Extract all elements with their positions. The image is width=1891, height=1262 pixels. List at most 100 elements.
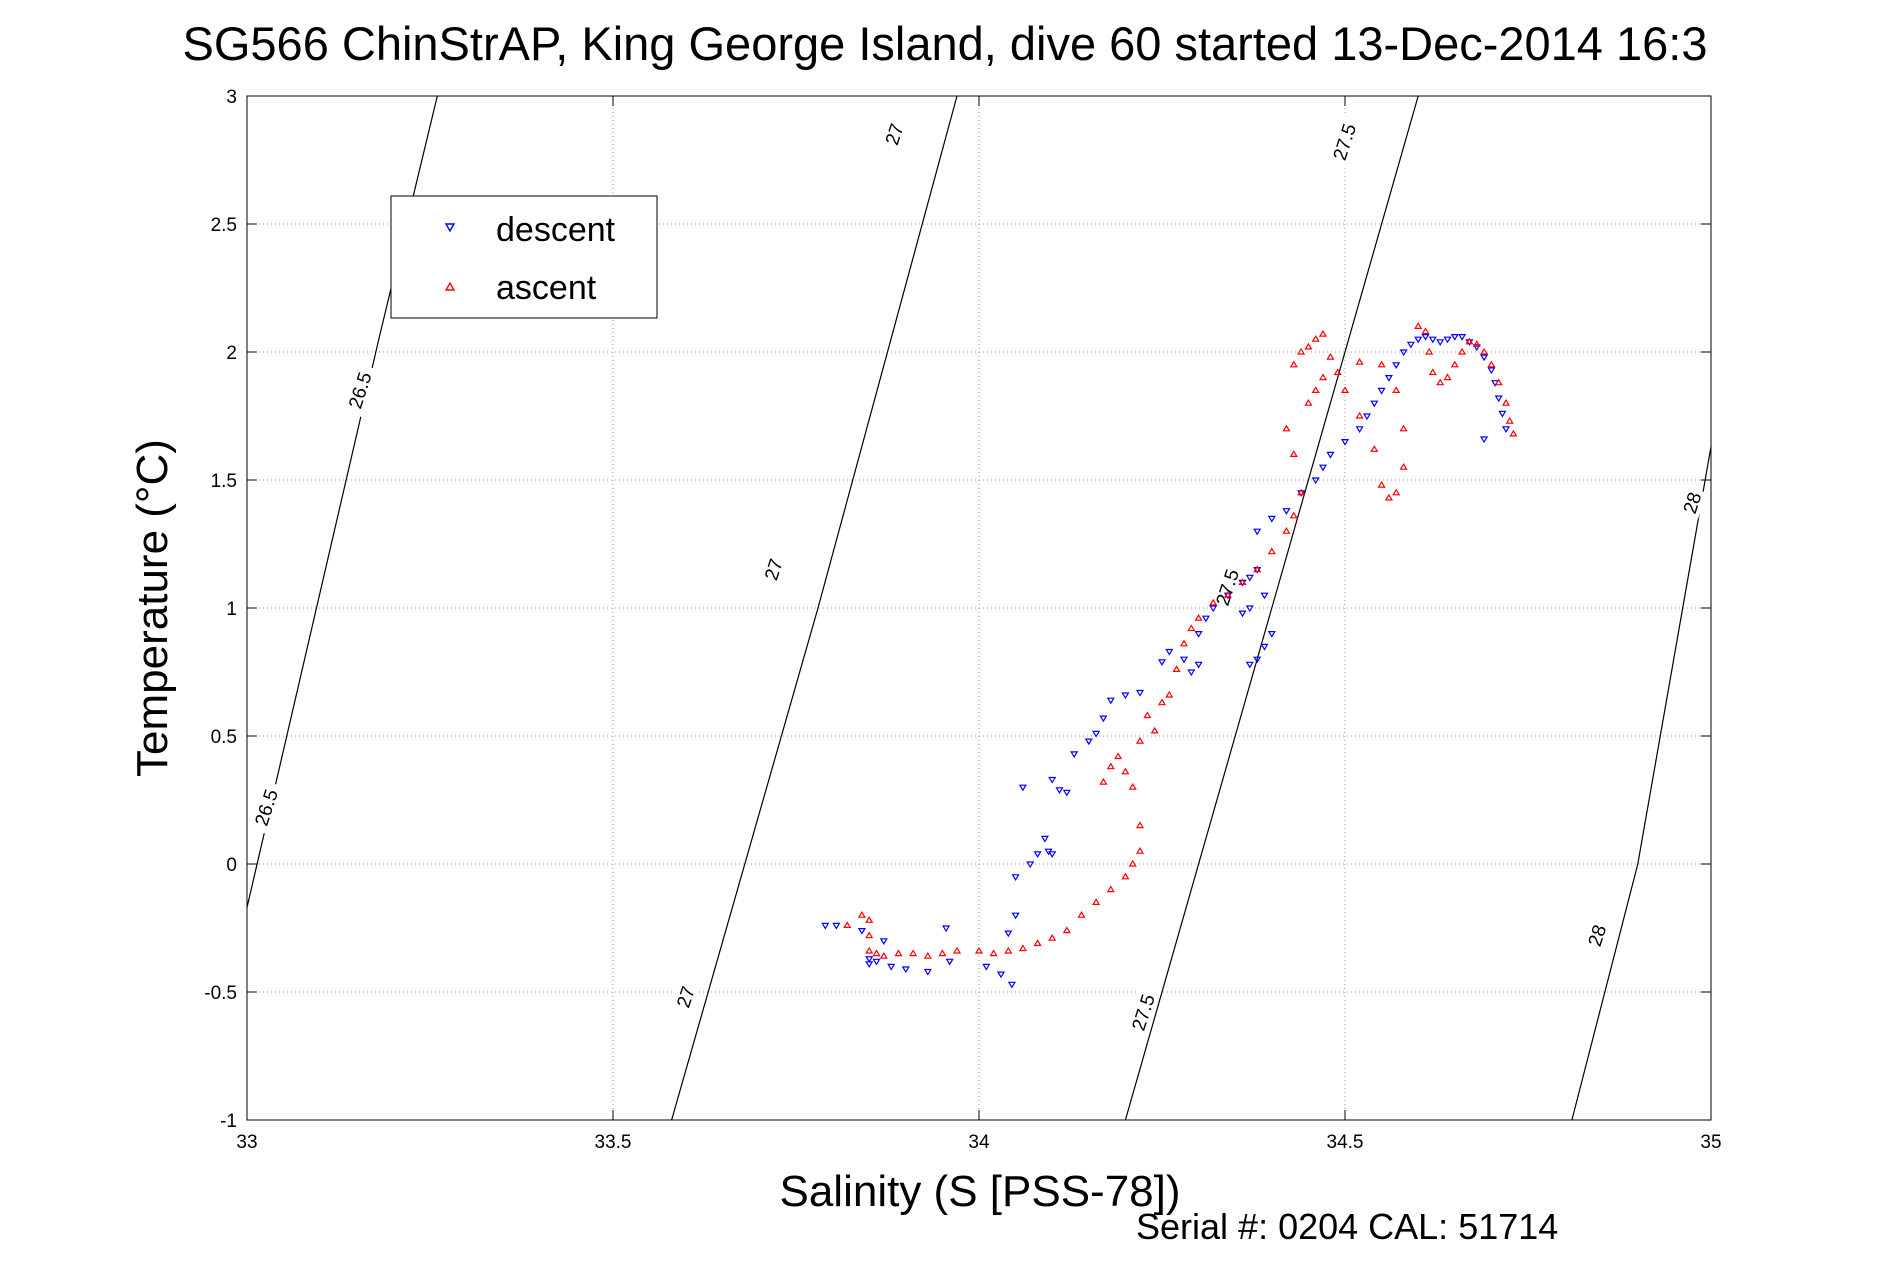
descent-point — [1399, 349, 1408, 357]
ascent-point — [1414, 322, 1423, 329]
descent-point — [1011, 912, 1020, 920]
legend-label-ascent: ascent — [496, 269, 597, 307]
ascent-point — [1377, 480, 1386, 488]
descent-point — [1480, 436, 1489, 444]
ascent-point — [1121, 767, 1130, 775]
isopycnal-line-26.5 — [246, 95, 438, 908]
descent-point — [1253, 528, 1262, 536]
ascent-point — [1392, 488, 1401, 496]
descent-point — [865, 961, 874, 968]
ascent-point — [1253, 565, 1262, 573]
descent-point — [1194, 630, 1203, 638]
isopycnal-label: 27.5 — [1325, 114, 1363, 169]
ascent-point — [1289, 360, 1298, 368]
ascent-point — [952, 946, 962, 954]
isopycnal-label-text: 26.5 — [345, 370, 376, 412]
ascent-point — [1355, 411, 1364, 419]
ascent-point — [865, 931, 874, 939]
ascent-point — [1421, 327, 1430, 335]
descent-point — [887, 963, 896, 971]
ascent-point — [1209, 598, 1218, 606]
descent-point — [1092, 730, 1101, 738]
descent-point — [1238, 610, 1247, 618]
isopycnal-line-28 — [1571, 446, 1712, 1121]
y-tick-label: 0.5 — [211, 727, 237, 748]
ascent-point — [1340, 386, 1350, 393]
y-tick-label: 1 — [226, 599, 237, 620]
ascent-point — [1450, 360, 1459, 368]
descent-point — [1472, 344, 1481, 352]
ascent-point — [1282, 424, 1291, 432]
ascent-point — [1033, 939, 1042, 947]
isopycnal-label: 26.5 — [247, 780, 285, 835]
descent-point — [1450, 334, 1459, 341]
isopycnal-label-bg — [670, 980, 701, 1014]
descent-point — [942, 925, 951, 933]
descent-point — [1392, 362, 1401, 369]
isopycnal-label-bg — [879, 117, 909, 151]
ascent-point — [1399, 424, 1408, 432]
ascent-point — [1487, 360, 1496, 368]
descent-point — [1414, 336, 1423, 344]
descent-point — [1099, 715, 1108, 723]
descent-point — [1498, 410, 1507, 418]
ascent-point — [843, 921, 852, 929]
descent-point — [923, 968, 932, 976]
isopycnal-label-text: 27.5 — [1330, 121, 1361, 163]
descent-point — [1084, 738, 1093, 746]
descent-point — [1480, 354, 1489, 362]
descent-point — [1487, 367, 1496, 375]
descent-point — [1033, 851, 1042, 858]
descent-point — [857, 927, 866, 935]
descent-point — [1245, 605, 1254, 613]
ascent-point — [1505, 416, 1514, 424]
axis-ticks: 33 33.5 34 34.5 35 3 2.5 2 1.5 1 0.5 0 -0.5 -1 — [204, 87, 1721, 1153]
ascent-point — [872, 949, 881, 957]
ascent-point — [1289, 511, 1298, 519]
ascent-point — [1318, 373, 1328, 381]
descent-point — [1340, 439, 1350, 446]
ascent-point — [1304, 399, 1313, 406]
descent-point — [1260, 643, 1269, 651]
ascent-point — [1318, 329, 1328, 337]
isopycnal-label-bg — [1581, 918, 1612, 953]
ascent-point — [1458, 347, 1467, 355]
descent-point — [1282, 508, 1291, 515]
descent-point — [1201, 615, 1210, 623]
descent-point — [1406, 341, 1415, 349]
descent-point — [1106, 697, 1115, 705]
isopycnal-label-bg — [247, 780, 285, 835]
ascent-point — [857, 911, 866, 918]
descent-point — [1362, 413, 1372, 421]
legend-marker-ascent — [444, 281, 456, 291]
isopycnal-line-27.5 — [1124, 95, 1419, 1121]
ascent-point — [1465, 337, 1474, 345]
ascent-point — [1018, 944, 1027, 952]
y-tick-label: -0.5 — [204, 983, 237, 1004]
descent-point — [1026, 861, 1035, 869]
descent-point — [1004, 930, 1013, 938]
chart-title: SG566 ChinStrAP, King George Island, div… — [183, 17, 1708, 70]
legend-box — [390, 195, 658, 319]
descent-point — [1267, 515, 1276, 523]
descent-point — [1377, 387, 1386, 395]
ascent-point — [1370, 445, 1379, 452]
isopycnal-label-bg — [758, 552, 788, 587]
descent-point — [1194, 661, 1203, 669]
ascent-point — [1267, 547, 1276, 555]
ascent-point — [1062, 926, 1071, 934]
descent-point — [1157, 659, 1167, 666]
isopycnal-label: 26.5 — [341, 362, 378, 418]
ascent-point — [1494, 378, 1503, 386]
descent-point — [1267, 630, 1276, 638]
ascent-point — [1297, 347, 1306, 355]
ascent-point — [1187, 624, 1196, 632]
descent-point — [945, 958, 954, 966]
ascent-point — [865, 916, 874, 923]
descent-point — [1187, 669, 1196, 677]
x-tick-label: 33.5 — [595, 1132, 632, 1153]
ascent-point — [1392, 386, 1401, 393]
ascent-point — [1092, 898, 1101, 906]
isopycnal-label: 27 — [758, 552, 788, 587]
